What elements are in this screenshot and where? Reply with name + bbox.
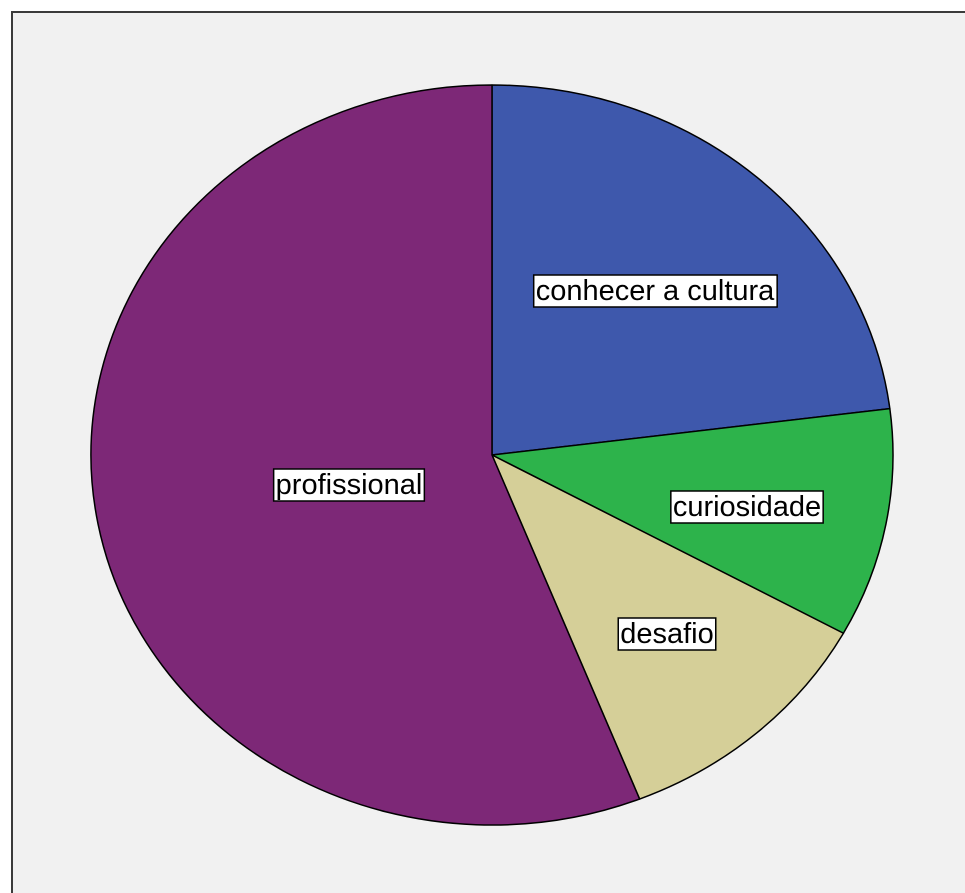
pie-slices — [90, 84, 894, 826]
label-text: curiosidade — [673, 491, 821, 523]
pie-slice-profissional — [90, 84, 641, 826]
label-box — [617, 617, 717, 651]
slice-label-curiosidade: curiosidade — [670, 490, 824, 524]
label-box — [670, 490, 824, 524]
label-text: conhecer a cultura — [536, 275, 775, 307]
pie-labels: conhecer a cultura curiosidade desafio prof… — [272, 274, 824, 651]
label-text: profissional — [276, 469, 423, 501]
slice-label-desafio: desafio — [617, 617, 717, 651]
label-text: desafio — [620, 618, 714, 650]
slice-label-conhecer-a-cultura: conhecer a cultura — [532, 274, 778, 308]
pie-slice-conhecer-a-cultura — [491, 84, 891, 456]
label-box — [272, 468, 426, 502]
slice-label-profissional: profissional — [272, 468, 426, 502]
label-box — [532, 274, 778, 308]
